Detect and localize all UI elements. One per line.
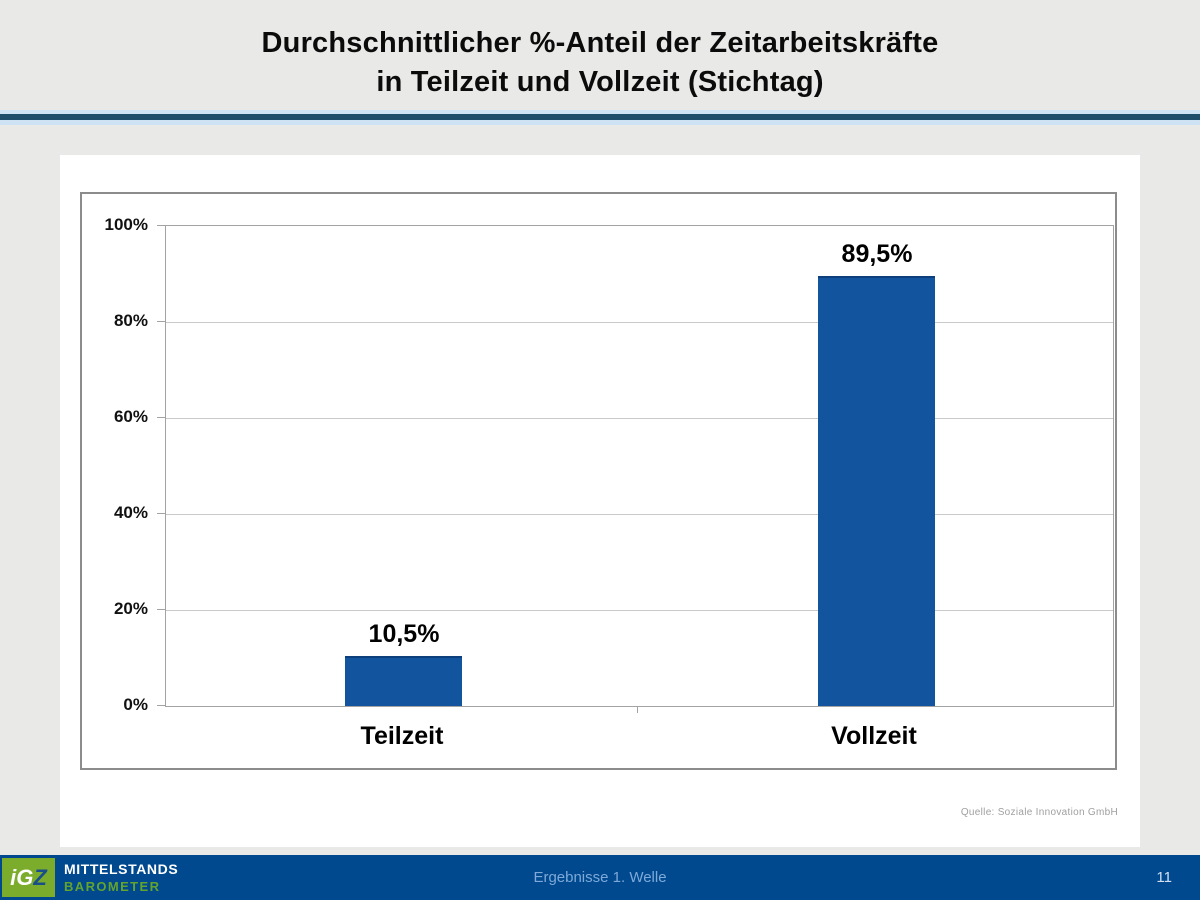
value-label-teilzeit: 10,5% [368, 619, 440, 648]
source-note: Quelle: Soziale Innovation GmbH [960, 807, 1118, 818]
slide-body: 100% 80% 60% 40% 20% 0% 10,5% 89,5% Teil… [60, 155, 1140, 847]
gridline-20 [166, 610, 1113, 611]
x-axis-tick [637, 707, 638, 713]
y-axis-tick [157, 417, 165, 418]
y-axis-tick [157, 705, 165, 706]
category-label-vollzeit: Vollzeit [831, 722, 917, 750]
logo-wordmark-line1: MITTELSTANDS [64, 861, 179, 877]
y-axis-tick [157, 609, 165, 610]
title-divider [0, 110, 1200, 125]
bar-vollzeit [818, 276, 935, 706]
bar-teilzeit [345, 655, 462, 706]
y-axis-label-60: 60% [113, 407, 148, 426]
y-axis-tick [157, 225, 165, 226]
logo-wordmark: MITTELSTANDS BAROMETER [64, 861, 178, 894]
logo-wordmark-line2: BAROMETER [64, 879, 161, 894]
page-number: 11 [1156, 869, 1172, 886]
slide-title-line1: Durchschnittlicher %-Anteil der Zeitarbe… [261, 27, 939, 59]
footer-center-text: Ergebnisse 1. Welle [533, 869, 667, 886]
gridline-80 [166, 322, 1113, 323]
slide-title: Durchschnittlicher %-Anteil der Zeitarbe… [0, 24, 1200, 102]
y-axis-tick [157, 513, 165, 514]
y-axis-label-40: 40% [113, 503, 148, 522]
y-axis-label-80: 80% [113, 311, 148, 330]
footer-bar: iG Z MITTELSTANDS BAROMETER Ergebnisse 1.… [0, 855, 1200, 900]
y-axis-label-20: 20% [113, 599, 148, 618]
gridline-40 [166, 514, 1113, 515]
y-axis-label-0: 0% [123, 695, 148, 714]
title-divider-line [0, 114, 1200, 120]
y-axis-tick [157, 321, 165, 322]
category-label-teilzeit: Teilzeit [360, 722, 444, 750]
igz-logo-z: Z [33, 864, 47, 890]
chart-frame: 100% 80% 60% 40% 20% 0% 10,5% 89,5% Teil… [80, 192, 1117, 770]
igz-logo-ig: iG [10, 864, 34, 890]
value-label-vollzeit: 89,5% [841, 240, 913, 269]
igz-logo: iG Z [2, 858, 55, 897]
y-axis-label-100: 100% [104, 215, 148, 234]
gridline-60 [166, 418, 1113, 419]
slide-title-line2: in Teilzeit und Vollzeit (Stichtag) [376, 66, 824, 98]
plot-area: 10,5% 89,5% [165, 225, 1114, 707]
